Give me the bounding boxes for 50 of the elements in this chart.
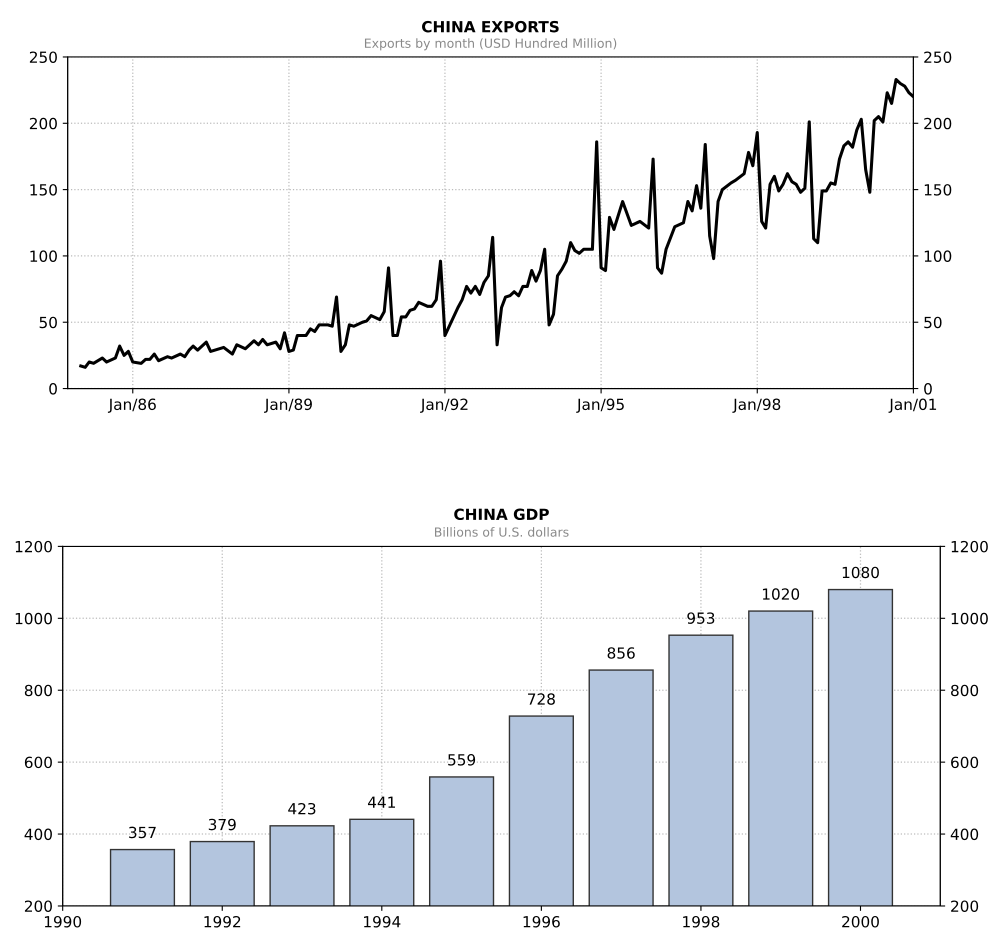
y-tick-label: 1200 <box>16 540 52 552</box>
chart-subtitle: Exports by month (USD Hundred Million) <box>364 38 616 50</box>
y-tick-label: 600 <box>24 756 52 768</box>
data-label: 1080 <box>842 566 879 578</box>
x-tick-label: Jan/01 <box>888 398 936 413</box>
x-tick-label: 1992 <box>204 916 240 928</box>
y-tick-label: 150 <box>30 184 57 196</box>
y2-tick-label: 400 <box>950 828 978 840</box>
x-tick-label: Jan/95 <box>576 398 624 413</box>
y2-tick-label: 150 <box>924 184 952 196</box>
y-tick-label: 800 <box>24 684 52 696</box>
data-label: 1020 <box>762 588 800 600</box>
y-tick-label: 200 <box>30 118 57 130</box>
x-tick-label: Jan/98 <box>732 398 780 413</box>
chart-subtitle: Billions of U.S. dollars <box>435 527 569 537</box>
x-tick-label: Jan/89 <box>264 398 312 413</box>
x-tick-label: 1996 <box>524 916 560 928</box>
x-tick-label: Jan/86 <box>108 398 156 413</box>
y2-tick-label: 600 <box>951 756 978 768</box>
y-tick-label: 100 <box>30 250 57 262</box>
y2-tick-label: 200 <box>924 118 952 130</box>
x-tick-label: 1990 <box>44 916 82 928</box>
x-tick-label: 1998 <box>683 916 720 928</box>
y2-tick-label: 0 <box>924 383 932 395</box>
y2-tick-label: 250 <box>924 51 952 63</box>
chart-title: CHINA EXPORTS <box>422 20 559 32</box>
y2-tick-label: 100 <box>924 250 952 262</box>
data-label: 357 <box>129 826 156 838</box>
data-label: 441 <box>368 796 395 808</box>
y2-tick-label: 800 <box>951 684 978 696</box>
y-tick-label: 50 <box>40 316 57 328</box>
y2-tick-label: 1000 <box>952 612 988 624</box>
y2-tick-label: 200 <box>951 900 978 912</box>
data-label: 423 <box>288 802 316 814</box>
y-tick-label: 400 <box>24 828 52 840</box>
data-label: 379 <box>208 818 236 830</box>
y2-tick-label: 1200 <box>952 540 988 552</box>
y-tick-label: 250 <box>30 51 57 63</box>
x-tick-label: Jan/92 <box>420 398 468 413</box>
x-tick-label: 1994 <box>364 916 400 928</box>
data-label: 728 <box>528 693 555 705</box>
x-tick-label: 2000 <box>842 916 879 928</box>
y-tick-label: 200 <box>24 900 52 912</box>
y-tick-label: 1000 <box>16 612 52 624</box>
chart-title: CHINA GDP <box>454 508 549 520</box>
data-label: 559 <box>448 754 476 766</box>
y2-tick-label: 50 <box>924 316 942 328</box>
data-label: 953 <box>687 612 714 624</box>
data-label: 856 <box>608 647 635 659</box>
y-tick-label: 0 <box>49 383 57 395</box>
